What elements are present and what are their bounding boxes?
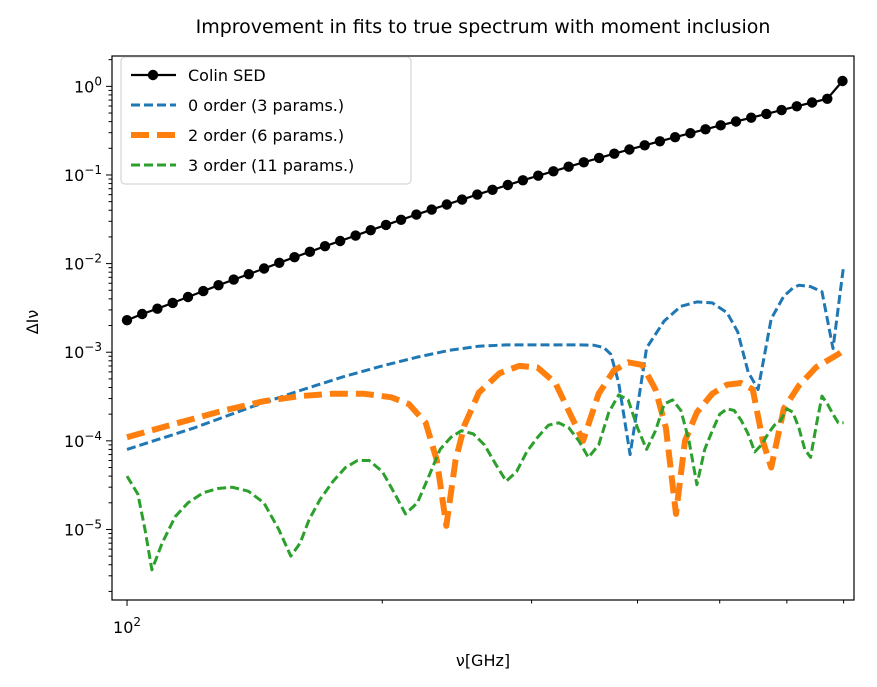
y-tick-label: 10−2	[64, 252, 102, 274]
y-axis-label: ΔIν	[23, 310, 42, 335]
series-layer	[121, 75, 848, 572]
series-3-line	[125, 393, 844, 572]
colin-sed-point	[258, 263, 270, 274]
colin-sed-point	[304, 246, 316, 257]
colin-sed-point	[730, 116, 742, 127]
colin-sed-point	[791, 101, 802, 112]
colin-sed-point	[137, 308, 148, 320]
colin-sed-point	[274, 257, 285, 268]
colin-sed-point	[289, 252, 300, 263]
colin-sed-point	[472, 189, 483, 200]
colin-sed-point	[609, 148, 620, 159]
colin-sed-point	[624, 144, 635, 155]
colin-sed-point	[578, 157, 589, 168]
series-2-line	[126, 347, 846, 529]
y-tick-label: 100	[74, 74, 102, 96]
legend-label-0: Colin SED	[188, 66, 266, 85]
colin-sed-point	[380, 219, 392, 231]
colin-sed-point	[502, 179, 513, 191]
y-tick-label: 10−5	[64, 517, 102, 539]
colin-sed-point	[822, 93, 833, 105]
colin-sed-point	[335, 235, 346, 247]
legend-label-3: 3 order (11 params.)	[188, 156, 354, 175]
y-tick-label: 10−1	[64, 163, 102, 185]
colin-sed-point	[395, 214, 407, 225]
colin-sed-point	[152, 303, 163, 314]
colin-sed-point	[685, 128, 696, 139]
colin-sed-point	[319, 241, 331, 252]
colin-sed-point	[167, 297, 178, 309]
legend-label-1: 0 order (3 params.)	[188, 96, 344, 115]
legend: Colin SED 0 order (3 params.) 2 order (6 p…	[120, 56, 412, 185]
colin-sed-point	[593, 152, 605, 164]
colin-sed-point	[350, 230, 361, 241]
series-1-line	[126, 265, 846, 457]
colin-sed-point	[700, 124, 711, 135]
colin-sed-point	[654, 136, 666, 147]
colin-sed-point	[746, 112, 757, 123]
x-tick-label: 102	[113, 615, 141, 637]
legend-box	[120, 56, 412, 185]
y-tick-label: 10−3	[64, 340, 102, 362]
colin-sed-point	[639, 140, 650, 151]
colin-sed-point	[456, 194, 468, 205]
colin-sed-point	[213, 280, 224, 291]
x-axis-label: ν[GHz]	[456, 651, 510, 670]
plot-frame	[111, 55, 855, 601]
colin-sed-point	[411, 209, 422, 220]
colin-sed-point	[228, 274, 239, 285]
chart-title: Improvement in fits to true spectrum wit…	[196, 16, 771, 38]
colin-sed-point	[441, 199, 452, 210]
colin-sed-point	[715, 120, 726, 131]
colin-sed-point	[533, 170, 544, 181]
colin-sed-point	[121, 315, 133, 326]
colin-sed-point	[669, 132, 681, 143]
colin-sed-point	[182, 291, 194, 303]
colin-sed-point	[365, 225, 376, 236]
colin-sed-point	[806, 97, 818, 108]
colin-sed-point	[517, 175, 529, 186]
colin-sed-point	[243, 269, 254, 280]
y-tick-label: 10−4	[64, 429, 102, 451]
colin-sed-point	[761, 108, 772, 120]
legend-marker-0	[147, 69, 159, 81]
colin-sed-point	[563, 161, 574, 172]
colin-sed-point	[548, 166, 559, 177]
colin-sed-point	[487, 184, 498, 195]
colin-sed-point	[837, 75, 848, 87]
axes-layer: 10−5 10−4 10−3 10−2 10−1 100 102	[64, 55, 855, 637]
colin-sed-point	[776, 104, 787, 116]
legend-label-2: 2 order (6 params.)	[188, 126, 344, 145]
colin-sed-point	[198, 285, 209, 297]
colin-sed-point	[426, 204, 437, 215]
